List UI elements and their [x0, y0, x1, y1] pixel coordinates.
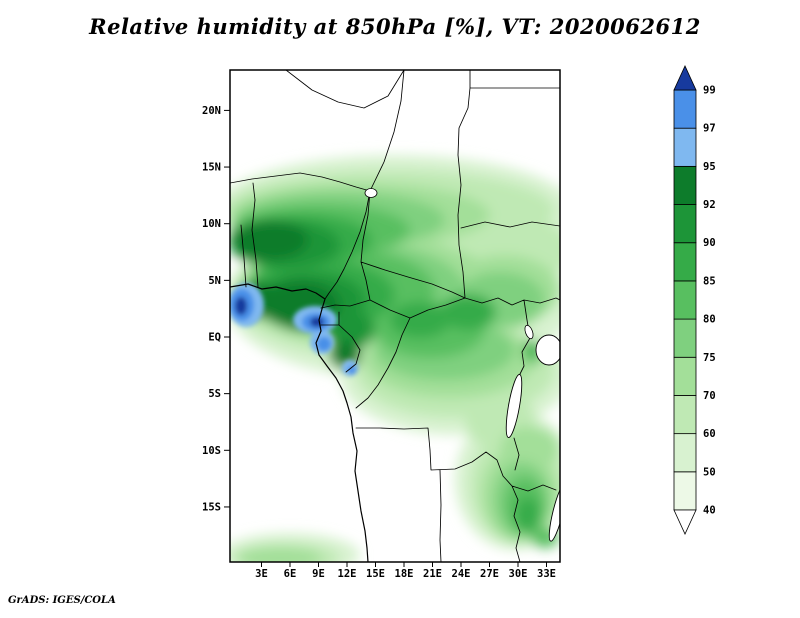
colorbar-segment [673, 89, 697, 129]
colorbar-segment [673, 471, 697, 511]
colorbar-segment [673, 318, 697, 358]
map-frame [229, 69, 561, 563]
lon-tick-label: 33E [537, 568, 556, 580]
colorbar-label: 92 [703, 199, 716, 211]
lon-tick-label: 3E [255, 568, 268, 580]
lat-tick-label: 10S [202, 445, 221, 457]
field-shade [516, 497, 540, 533]
page-title: Relative humidity at 850hPa [%], VT: 202… [89, 14, 701, 39]
field-shade [390, 302, 450, 338]
colorbar-label: 40 [703, 505, 716, 517]
colorbar-label: 60 [703, 428, 716, 440]
colorbar-bottom-arrow [673, 509, 697, 535]
lat-tick-label: EQ [208, 332, 221, 344]
coastline [230, 283, 369, 562]
lon-tick-label: 27E [480, 568, 499, 580]
colorbar: 40 50 60 70 75 80 85 90 92 95 97 99 [673, 65, 716, 535]
lon-tick-label: 30E [509, 568, 528, 580]
colorbar-segment [673, 433, 697, 473]
field-shade [244, 225, 280, 245]
field-shade [500, 426, 560, 470]
lat-tick-label: 10N [202, 218, 221, 230]
lon-axis: 3E 6E 9E 12E 15E 18E 21E 24E 27E 30E 33E [255, 562, 556, 580]
lake-chad [364, 188, 378, 198]
field-shade [325, 310, 375, 350]
lon-tick-label: 15E [366, 568, 385, 580]
colorbar-segment [673, 280, 697, 320]
political-borders [230, 70, 560, 562]
lat-tick-label: 15N [202, 162, 221, 174]
colorbar-label: 85 [703, 275, 716, 287]
field-shade [235, 297, 247, 315]
lon-tick-label: 18E [395, 568, 414, 580]
colorbar-label: 80 [703, 314, 716, 326]
colorbar-label: 75 [703, 352, 716, 364]
lat-axis: 20N 15N 10N 5N EQ 5S 10S 15S [202, 105, 230, 513]
colorbar-segment [673, 356, 697, 396]
field-shade [525, 340, 537, 354]
lake-victoria [535, 334, 560, 366]
lon-tick-label: 24E [452, 568, 471, 580]
country-borders [230, 70, 560, 562]
lake-tanganyika [505, 374, 523, 438]
grads-credit: GrADS: IGES/COLA [8, 595, 116, 606]
lat-tick-label: 20N [202, 105, 221, 117]
lon-tick-label: 9E [312, 568, 325, 580]
lon-tick-label: 12E [338, 568, 357, 580]
field-shade [310, 317, 324, 327]
colorbar-label: 99 [703, 85, 716, 97]
colorbar-top-arrow [673, 65, 697, 91]
lon-tick-label: 6E [284, 568, 297, 580]
colorbar-label: 70 [703, 390, 716, 402]
colorbar-label: 97 [703, 123, 716, 135]
lat-tick-label: 5S [208, 388, 221, 400]
colorbar-segment [673, 204, 697, 244]
lon-tick-label: 21E [423, 568, 442, 580]
colorbar-segment [673, 165, 697, 205]
colorbar-segment [673, 242, 697, 282]
colorbar-label: 95 [703, 161, 716, 173]
lat-tick-label: 15S [202, 501, 221, 513]
humidity-field [230, 155, 560, 562]
lake-albert [524, 324, 534, 340]
colorbar-label: 90 [703, 237, 716, 249]
colorbar-segment [673, 127, 697, 167]
colorbar-segment [673, 395, 697, 435]
lake-malawi [548, 482, 560, 542]
field-shade [238, 547, 322, 562]
field-shade [317, 337, 331, 351]
colorbar-label: 50 [703, 466, 716, 478]
field-shade [348, 366, 356, 374]
lat-tick-label: 5N [208, 275, 221, 287]
